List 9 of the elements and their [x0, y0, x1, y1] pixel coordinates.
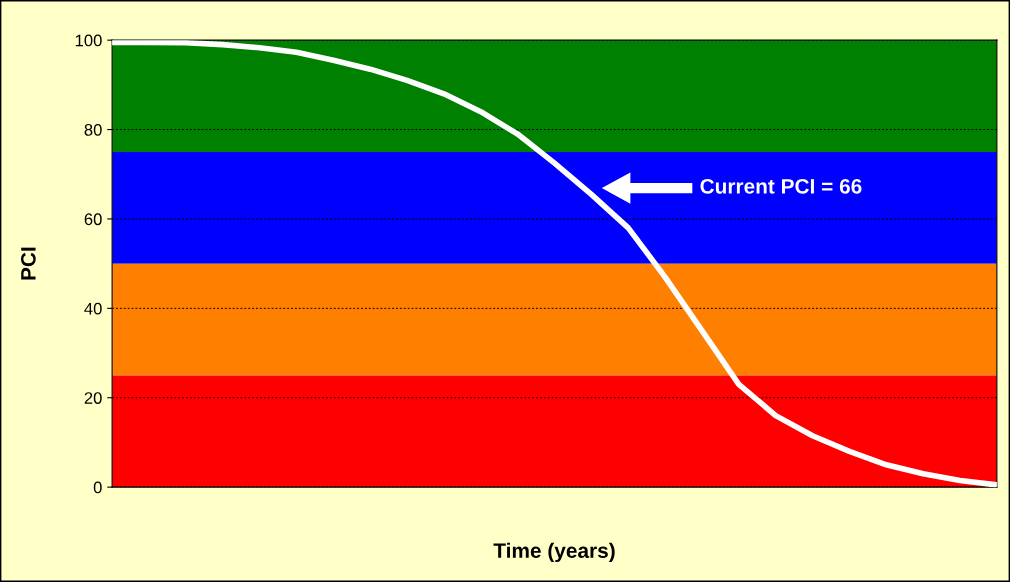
- y-tick-label: 60: [84, 213, 102, 226]
- y-tick-label: 100: [75, 34, 102, 47]
- annotation: Current PCI = 66: [700, 178, 862, 194]
- y-tick-label: 20: [84, 392, 102, 404]
- y-tick-label: 80: [84, 123, 102, 136]
- y-tick-label: 0: [93, 481, 102, 494]
- x-axis-title: Time (years): [493, 542, 615, 563]
- y-tick-label: 40: [84, 302, 102, 315]
- y-axis-title: PCI: [20, 247, 36, 280]
